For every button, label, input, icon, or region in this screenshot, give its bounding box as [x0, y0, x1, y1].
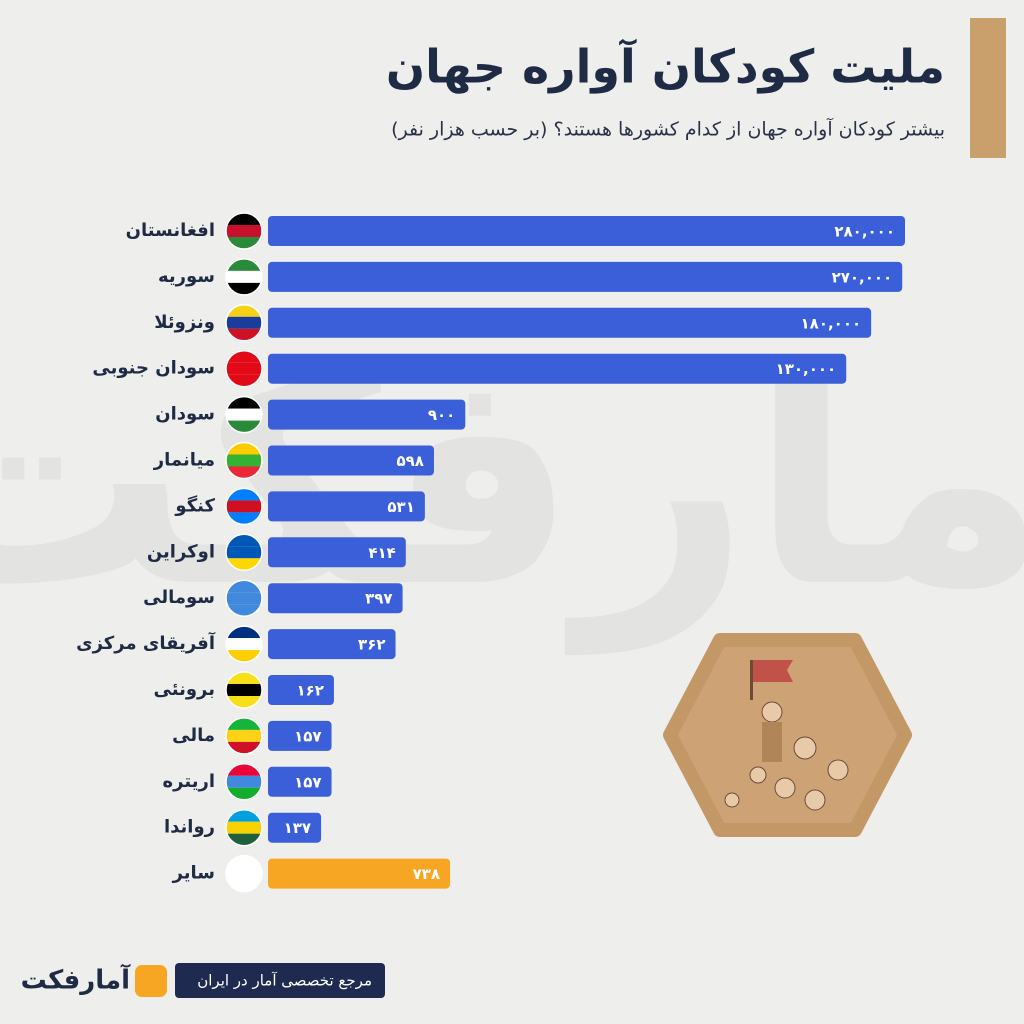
footer-box — [175, 963, 385, 998]
bar — [268, 675, 334, 705]
flag-ring — [225, 487, 263, 526]
category-label: کنگو — [174, 494, 215, 516]
flag-ring — [225, 579, 263, 617]
flag-stripe — [226, 775, 262, 788]
flag-stripe — [226, 408, 262, 421]
bar — [268, 812, 322, 843]
flag-stripe — [226, 729, 262, 742]
value-label: ۳۶۲ — [358, 636, 385, 654]
category-label: سودان — [155, 404, 215, 425]
value-label: ۴۱۴ — [368, 544, 395, 562]
flag-ring — [225, 349, 263, 388]
value-label: ۱۶۲ — [296, 682, 323, 700]
category-label: میانمار — [153, 450, 215, 471]
category-label: رواندا — [164, 817, 215, 838]
brand: آمارفکت — [21, 964, 131, 996]
flag-stripe — [226, 225, 262, 237]
value-label: ۵۹۸ — [397, 452, 424, 470]
flag-ring — [225, 533, 263, 572]
flag-stripe — [226, 270, 262, 283]
value-label: ۱۵۷ — [294, 727, 321, 745]
flag-stripe — [226, 638, 262, 651]
value-label: ۲۸۰,۰۰۰ — [834, 223, 895, 241]
flag-ring — [225, 854, 263, 893]
value-label: ۱۳۰,۰۰۰ — [776, 360, 837, 378]
value-label: ۱۳۷ — [284, 819, 311, 837]
flag-ring — [225, 717, 263, 755]
bar — [268, 353, 847, 384]
category-label: اوکراین — [147, 541, 215, 562]
bar — [268, 720, 332, 751]
flag-stripe — [226, 684, 262, 696]
flag-stripe — [226, 362, 262, 375]
value-label: ۳۹۷ — [365, 590, 392, 608]
flag-ring — [225, 441, 263, 480]
illustration — [663, 633, 912, 837]
flag-stripe — [226, 867, 262, 880]
bar — [268, 583, 403, 614]
flag-ring — [225, 212, 263, 250]
flag-ring — [225, 763, 263, 801]
flag-stripe — [226, 316, 262, 329]
category-label: ونزوئلا — [154, 312, 215, 333]
logo-mark — [135, 965, 167, 997]
category-label: مالی — [172, 725, 215, 746]
flag-stripe — [226, 500, 262, 513]
bar — [268, 445, 434, 476]
footer-text: مرجع تخصصی آمار در ایران — [197, 972, 372, 990]
category-label: افغانستان — [126, 220, 215, 241]
accent-bar — [970, 18, 1006, 158]
bar — [268, 399, 466, 430]
bar — [268, 261, 903, 292]
flag-stripe — [226, 592, 262, 605]
value-label: ۱۸۰,۰۰۰ — [801, 314, 862, 332]
bar — [268, 537, 406, 568]
flag-stripe — [226, 821, 262, 834]
category-label: اریتره — [163, 771, 215, 792]
category-label: سومالی — [143, 587, 215, 608]
flag-ring — [225, 625, 263, 663]
flag-ring — [225, 304, 263, 342]
value-label: ۹۰۰ — [428, 406, 455, 424]
category-label: سایر — [172, 863, 215, 884]
value-label: ۱۵۷ — [294, 773, 321, 791]
flag-stripe — [226, 512, 262, 525]
category-label: برونئی — [154, 679, 215, 700]
category-label: سودان جنوبی — [92, 358, 215, 379]
bar — [268, 307, 872, 338]
flag-stripe — [226, 546, 262, 559]
bar — [268, 858, 451, 889]
chart-subtitle: بیشتر کودکان آواره جهان از کدام کشورها ه… — [391, 117, 945, 141]
flag-ring — [225, 671, 263, 709]
category-label: آفریقای مرکزی — [76, 631, 216, 654]
category-label: سوریه — [158, 266, 215, 287]
bar — [268, 216, 905, 246]
bar — [268, 766, 332, 797]
flag-ring — [225, 808, 263, 847]
flag-stripe — [226, 454, 262, 467]
chart-title: ملیت کودکان آواره جهان — [386, 39, 945, 94]
flag-ring — [225, 258, 263, 296]
value-label: ۷۳۸ — [413, 865, 440, 883]
bar — [268, 491, 425, 522]
value-label: ۲۷۰,۰۰۰ — [832, 268, 893, 286]
bar — [268, 629, 396, 660]
watermark: آمارفکت — [0, 291, 1024, 657]
flag-ring — [225, 395, 263, 434]
value-label: ۵۳۱ — [387, 498, 414, 516]
